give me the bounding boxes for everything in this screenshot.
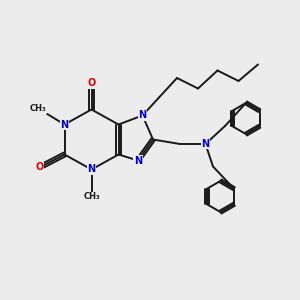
Text: N: N <box>138 110 147 121</box>
Text: N: N <box>201 139 210 149</box>
Text: O: O <box>35 162 44 172</box>
Text: CH₃: CH₃ <box>30 104 47 113</box>
Text: N: N <box>134 155 142 166</box>
Text: CH₃: CH₃ <box>83 192 100 201</box>
Text: N: N <box>87 164 96 175</box>
Text: N: N <box>60 119 69 130</box>
Text: O: O <box>87 78 96 88</box>
